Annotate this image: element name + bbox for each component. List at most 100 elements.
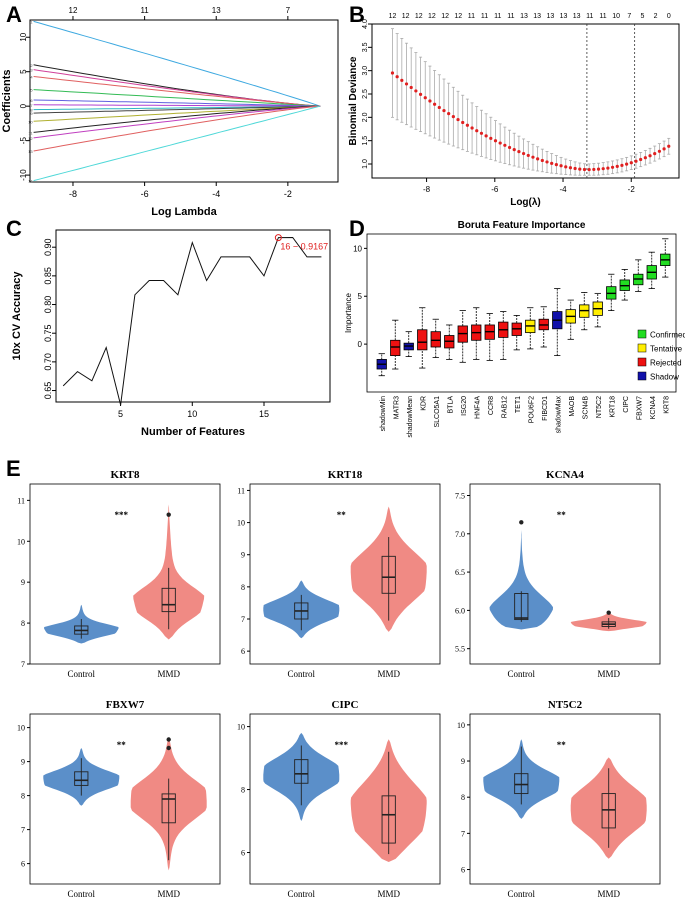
y-axis-title: 10x CV Accuracy <box>11 271 23 361</box>
y-tick-label: 5.5 <box>455 645 465 654</box>
top-axis-label: 13 <box>212 6 221 15</box>
deviance-point <box>629 161 633 165</box>
category-label: POU6F2 <box>528 396 535 423</box>
deviance-point <box>657 149 662 153</box>
y-tick-label: 8 <box>241 786 245 795</box>
violin-title: KCNA4 <box>546 469 584 481</box>
deviance-point <box>573 166 577 171</box>
top-axis-label: 11 <box>507 13 514 20</box>
plot-frame <box>371 23 680 179</box>
deviance-point <box>395 75 399 79</box>
violin-plot-cipc: CIPC 6 8 10 Control MMD *** <box>237 699 441 899</box>
top-axis-label: 13 <box>573 13 581 20</box>
deviance-point <box>484 134 488 138</box>
violin-title: KRT18 <box>328 469 363 481</box>
coefficient-path <box>33 64 321 107</box>
y-tick-label: 0 <box>19 103 28 108</box>
deviance-point <box>540 158 544 163</box>
legend-swatch <box>637 343 647 353</box>
y-axis-title: Binomial Deviance <box>348 56 359 145</box>
x-category-label: Control <box>68 669 96 679</box>
path-index-label: 5 <box>30 88 33 93</box>
path-index-label: 1 <box>30 19 33 24</box>
x-tick-label: 10 <box>187 409 197 419</box>
category-label: KRT8 <box>663 396 670 414</box>
top-axis-label: 5 <box>640 13 644 20</box>
best-point-label: 16 − 0.9167 <box>280 242 328 252</box>
outlier-point <box>519 520 524 525</box>
panel-label-e: E <box>6 456 21 481</box>
significance-label: *** <box>114 510 128 520</box>
coefficient-path <box>33 105 321 152</box>
deviance-point <box>493 139 498 143</box>
y-tick-label: 9 <box>241 551 245 560</box>
coefficient-path <box>33 105 321 139</box>
path-index-label: 8 <box>30 108 33 113</box>
deviance-point <box>545 160 549 164</box>
violin-title: CIPC <box>332 699 359 711</box>
y-tick-label: 8 <box>241 583 245 592</box>
category-label: SLCO5A1 <box>434 396 441 428</box>
category-label: CCR8 <box>488 396 495 415</box>
deviance-point <box>390 71 395 75</box>
path-index-label: 12 <box>28 136 33 141</box>
legend-label: Confirmed <box>650 331 685 340</box>
legend-label: Rejected <box>650 359 682 368</box>
outlier-point <box>166 512 171 517</box>
outlier-point <box>166 745 171 751</box>
deviance-point <box>507 145 512 150</box>
x-tick-label: -4 <box>212 189 220 199</box>
y-tick-label: 5 <box>19 69 28 74</box>
x-category-label: MMD <box>597 669 620 679</box>
y-tick-label: 0.90 <box>43 238 53 256</box>
path-index-label: 6 <box>30 98 33 103</box>
y-tick-label: 0 <box>358 340 363 349</box>
x-category-label: MMD <box>597 889 620 899</box>
x-tick-label: 15 <box>259 409 269 419</box>
outlier-point <box>166 737 171 742</box>
deviance-point <box>648 154 652 158</box>
violin-title: FBXW7 <box>106 699 145 711</box>
deviance-point <box>625 162 629 166</box>
deviance-point <box>526 153 530 158</box>
deviance-point <box>554 163 558 167</box>
deviance-point <box>550 161 554 165</box>
y-tick-label: 5 <box>358 292 363 301</box>
y-tick-label: 3.5 <box>362 42 369 52</box>
top-axis-label: 11 <box>481 13 488 20</box>
top-axis-label: 12 <box>441 13 449 20</box>
top-axis-label: 11 <box>599 13 606 20</box>
y-tick-label: 6 <box>241 849 245 858</box>
category-label: SCN4B <box>582 396 589 420</box>
y-tick-label: -5 <box>19 137 28 145</box>
y-tick-label: 1.0 <box>362 159 369 169</box>
deviance-point <box>592 167 596 172</box>
category-label: FIBCD1 <box>542 396 549 421</box>
top-axis-label: 11 <box>494 13 501 20</box>
deviance-point <box>653 151 657 156</box>
chart-title: Boruta Feature Importance <box>458 220 586 231</box>
top-axis-label: 13 <box>533 13 541 20</box>
binomial-deviance-chart: -8 -6 -4 -2 1.0 1.5 2.0 2.5 3.0 3.5 4.0 12 12 12 12 12 1… <box>348 13 680 208</box>
x-tick-label: -8 <box>69 189 77 199</box>
x-axis-title: Log Lambda <box>151 206 217 218</box>
category-label: shadowMin <box>380 396 387 432</box>
y-tick-label: 6.5 <box>455 568 465 577</box>
accuracy-line <box>62 236 322 406</box>
significance-label: ** <box>557 740 567 750</box>
coefficient-path <box>33 105 321 122</box>
deviance-point <box>643 156 647 160</box>
box-iqr <box>161 587 176 613</box>
deviance-point <box>639 157 643 162</box>
y-tick-label: 8 <box>461 793 465 802</box>
plot-frame <box>469 713 661 885</box>
y-tick-label: 7 <box>461 829 465 838</box>
panel-label-b: B <box>349 2 365 27</box>
path-index-label: 13 <box>28 149 33 154</box>
y-tick-label: 9 <box>461 757 465 766</box>
deviance-point <box>606 166 610 170</box>
deviance-point <box>447 112 451 116</box>
deviance-point <box>404 82 409 86</box>
category-label: FBXW7 <box>636 396 643 420</box>
y-tick-label: 4.0 <box>362 19 369 29</box>
